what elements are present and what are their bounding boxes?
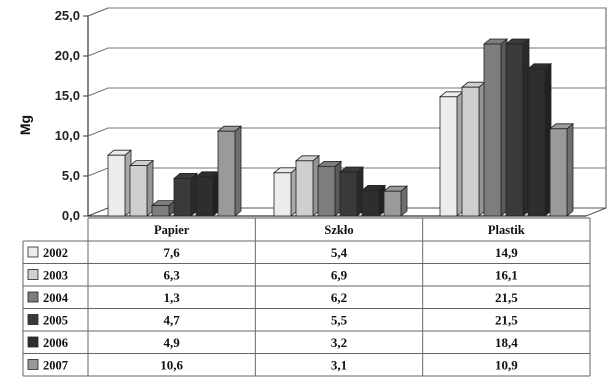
bar-front xyxy=(173,177,192,217)
legend-swatch xyxy=(27,291,39,303)
legend-swatch xyxy=(27,269,39,280)
bar xyxy=(194,170,221,217)
legend-swatch xyxy=(27,336,39,348)
bar-front xyxy=(151,205,170,217)
y-tick-label: 15,0 xyxy=(55,88,80,103)
data-label: 3,2 xyxy=(331,335,347,350)
bar xyxy=(548,122,575,217)
data-label: 6,9 xyxy=(331,268,348,283)
bar-front xyxy=(129,165,148,217)
y-tick-label: 20,0 xyxy=(55,48,80,63)
category-label: Szkło xyxy=(324,223,353,237)
data-label: 4,7 xyxy=(164,313,181,328)
gridline xyxy=(87,87,606,97)
bar-front xyxy=(273,172,292,217)
bar xyxy=(482,38,509,217)
bar-front xyxy=(483,43,502,217)
bar-front xyxy=(295,160,314,217)
bar xyxy=(382,185,409,217)
bar-front xyxy=(339,171,358,217)
legend-entry: 2004 xyxy=(43,291,69,305)
data-label: 3,1 xyxy=(331,358,347,373)
bar-front xyxy=(383,190,402,217)
bar xyxy=(360,184,387,217)
y-tick-label: 25,0 xyxy=(55,8,80,23)
bar xyxy=(172,172,199,217)
gridline xyxy=(87,47,606,57)
bar xyxy=(504,38,531,217)
category-label: Plastik xyxy=(488,223,525,237)
legend-entry: 2002 xyxy=(43,246,68,260)
gridline xyxy=(87,7,606,17)
data-label: 6,2 xyxy=(331,290,347,305)
bar xyxy=(316,160,343,217)
bar-front xyxy=(361,189,380,217)
bar xyxy=(438,90,465,217)
bar-front xyxy=(549,128,568,217)
y-tick-label: 5,0 xyxy=(62,168,80,183)
legend-swatch xyxy=(27,246,39,258)
data-label: 16,1 xyxy=(495,268,518,283)
bar-front xyxy=(107,154,126,217)
bar-front xyxy=(461,86,480,217)
data-label: 10,6 xyxy=(160,358,183,373)
legend-entry: 2007 xyxy=(43,359,68,373)
bar xyxy=(106,149,133,217)
data-table: Papier Szkło Plastik 2002 7,6 5,4 14,9 2003 6,3 6… xyxy=(22,217,591,377)
y-axis-label: Mg xyxy=(17,115,33,135)
bar-front xyxy=(527,68,546,217)
data-label: 5,5 xyxy=(331,313,348,328)
bar xyxy=(150,199,177,217)
bar-side xyxy=(234,125,242,217)
bar-series xyxy=(106,38,575,217)
bar-front xyxy=(439,96,458,217)
legend-entry: 2005 xyxy=(43,314,68,328)
legend-entry: 2006 xyxy=(43,336,68,350)
y-tick-label: 10,0 xyxy=(55,128,80,143)
data-label: 14,9 xyxy=(495,245,518,260)
bar xyxy=(272,166,299,217)
bar-side xyxy=(566,122,574,217)
data-label: 1,3 xyxy=(164,290,181,305)
data-label: 21,5 xyxy=(495,313,518,328)
bar xyxy=(128,159,155,217)
data-label: 5,4 xyxy=(331,245,348,260)
bar xyxy=(216,125,243,217)
data-label: 10,9 xyxy=(495,358,518,373)
data-label: 7,6 xyxy=(164,245,181,260)
legend-entry: 2003 xyxy=(43,269,68,283)
y-tick-label: 0,0 xyxy=(62,208,80,223)
data-label: 21,5 xyxy=(495,290,518,305)
data-label: 6,3 xyxy=(164,268,181,283)
data-label: 4,9 xyxy=(164,335,181,350)
bar-front xyxy=(505,43,524,217)
bar-front xyxy=(217,130,236,217)
bar xyxy=(526,62,553,217)
bar xyxy=(338,166,365,217)
bar-front xyxy=(195,176,214,217)
legend-swatch xyxy=(27,359,39,370)
category-label: Papier xyxy=(154,223,190,237)
bar xyxy=(294,154,321,217)
bar xyxy=(460,81,487,217)
data-label: 18,4 xyxy=(495,335,518,350)
y-axis-ticks: 0,0 5,0 10,0 15,0 20,0 25,0 xyxy=(55,8,88,223)
legend-swatch xyxy=(27,314,39,325)
bar-front xyxy=(317,165,336,217)
